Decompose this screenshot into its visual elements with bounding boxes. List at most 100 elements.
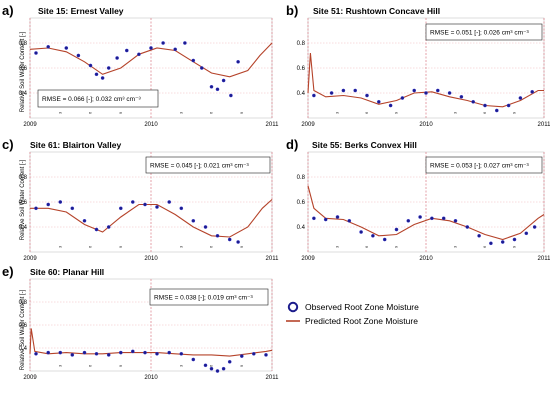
observed-point-e — [58, 350, 63, 355]
observed-point-b — [518, 96, 523, 100]
observed-point-a — [88, 63, 93, 68]
y-tick-label-e: 0.6 — [19, 323, 28, 329]
observed-point-d — [524, 231, 529, 236]
x-tick-label-b: 2010 — [419, 122, 433, 128]
rmse-box-a — [37, 89, 159, 108]
observed-point-b — [353, 88, 358, 93]
observed-point-d — [500, 240, 505, 244]
y-tick-label-a: 0.8 — [19, 41, 28, 47]
observed-point-e — [167, 350, 171, 355]
y-tick-label-e: 0.8 — [19, 300, 28, 306]
observed-point-e — [227, 359, 232, 364]
observed-point-d — [489, 241, 493, 246]
observed-point-b — [365, 93, 369, 98]
observed-point-d — [394, 227, 399, 232]
observed-point-b — [400, 96, 405, 100]
y-axis-label-c: Relative Soil Water Content [-] — [20, 159, 26, 240]
observed-point-e — [179, 351, 184, 356]
plot-area-c: 0.4 0.6 0.8 2009 2010 2011 3 6 9 3 6 9 RMSE = 0.045 … — [19, 151, 279, 262]
minor-tick-label-c: 9 — [118, 245, 123, 248]
observed-point-b — [424, 91, 428, 95]
observed-point-b — [376, 100, 381, 104]
observed-point-a — [137, 52, 141, 57]
observed-point-d — [453, 218, 458, 223]
x-tick-label-d: 2010 — [419, 256, 433, 262]
observed-point-a — [94, 72, 99, 77]
y-tick-label-d: 0.8 — [297, 175, 306, 181]
x-tick-label-d: 2011 — [538, 256, 550, 262]
panel-letter-b: b) — [286, 3, 298, 18]
minor-tick-label-b: 9 — [394, 111, 399, 114]
observed-point-a — [209, 85, 214, 89]
minor-tick-label-c: 6 — [88, 245, 93, 248]
minor-tick-label-b: 3 — [453, 111, 458, 114]
observed-point-c — [58, 200, 63, 204]
minor-tick-label-d: 3 — [335, 245, 340, 248]
rmse-box-b — [425, 23, 543, 41]
observed-point-e — [130, 349, 135, 354]
minor-tick-label-a: 6 — [209, 111, 214, 114]
observed-point-d — [347, 218, 352, 223]
y-axis-label-e: Relative Soil Water Content [-] — [20, 289, 26, 370]
observed-point-a — [229, 93, 233, 98]
panel-d: d) Site 55: Berks Convex Hill 0.4 0.6 0.8 2… — [286, 137, 550, 262]
observed-point-a — [64, 46, 69, 50]
y-tick-label-b: 0.8 — [297, 41, 306, 47]
observed-point-c — [70, 206, 75, 211]
observed-point-a — [199, 66, 204, 70]
panel-title-e: Site 60: Planar Hill — [30, 267, 104, 277]
x-tick-label-b: 2011 — [538, 122, 550, 128]
minor-tick-label-b: 6 — [364, 111, 369, 114]
observed-point-a — [149, 46, 153, 50]
observed-point-e — [203, 363, 208, 368]
observed-point-c — [236, 240, 240, 244]
legend-observed-label: Observed Root Zone Moisture — [305, 302, 419, 312]
observed-point-b — [388, 103, 393, 108]
observed-point-e — [221, 366, 226, 371]
minor-tick-label-e: 6 — [209, 364, 214, 367]
observed-point-c — [106, 225, 111, 229]
observed-point-b — [412, 88, 417, 93]
rmse-box-e — [149, 288, 269, 306]
observed-point-e — [94, 351, 99, 356]
observed-point-d — [418, 215, 422, 219]
y-tick-label-a: 0.4 — [19, 91, 28, 97]
observed-point-a — [115, 56, 119, 60]
observed-point-a — [221, 78, 226, 83]
minor-tick-label-b: 9 — [512, 111, 517, 114]
observed-point-b — [459, 95, 464, 99]
y-tick-label-c: 0.6 — [19, 200, 28, 206]
observed-point-e — [70, 353, 75, 357]
plot-area-a: 0.4 0.6 0.8 2009 2010 2011 3 6 9 3 6 9 RMSE = 0.066 … — [19, 17, 279, 128]
minor-tick-label-c: 6 — [209, 245, 214, 248]
minor-tick-label-b: 3 — [335, 111, 340, 114]
minor-tick-label-d: 6 — [364, 245, 369, 248]
observed-point-c — [34, 206, 38, 211]
minor-tick-label-a: 3 — [57, 111, 62, 114]
minor-tick-label-c: 3 — [57, 245, 62, 248]
minor-tick-label-a: 9 — [239, 111, 244, 114]
observed-point-e — [119, 350, 123, 355]
minor-tick-label-c: 9 — [239, 245, 244, 248]
plot-area-d: 0.4 0.6 0.8 2009 2010 2011 3 6 9 3 6 9 RMSE = 0.053 … — [297, 151, 550, 262]
predicted-series-line-e — [29, 328, 273, 357]
observed-point-a — [34, 51, 38, 55]
observed-point-c — [155, 205, 159, 209]
observed-point-c — [130, 200, 135, 204]
rmse-label-e: RMSE = 0.038 [-]; 0.019 cm³ cm⁻³ — [154, 294, 253, 301]
plot-area-b: 0.4 0.6 0.8 2009 2010 2011 3 6 9 3 6 9 RMSE = 0.051 … — [297, 17, 550, 128]
panel-title-a: Site 15: Ernest Valley — [38, 6, 124, 16]
minor-tick-label-d: 9 — [512, 245, 517, 248]
panel-a: a) Site 15: Ernest Valley Relative Soil … — [2, 3, 279, 128]
minor-tick-label-c: 3 — [178, 245, 183, 248]
observed-point-d — [430, 216, 434, 221]
observed-point-d — [441, 216, 446, 221]
observed-point-d — [512, 237, 517, 242]
panel-title-d: Site 55: Berks Convex Hill — [312, 140, 417, 150]
x-tick-label-d: 2009 — [301, 256, 315, 262]
panel-c: c) Site 61: Blairton Valley Relative Soi… — [2, 137, 279, 262]
observed-point-b — [483, 103, 487, 108]
panel-letter-e: e) — [2, 264, 14, 279]
observed-point-e — [239, 354, 244, 358]
